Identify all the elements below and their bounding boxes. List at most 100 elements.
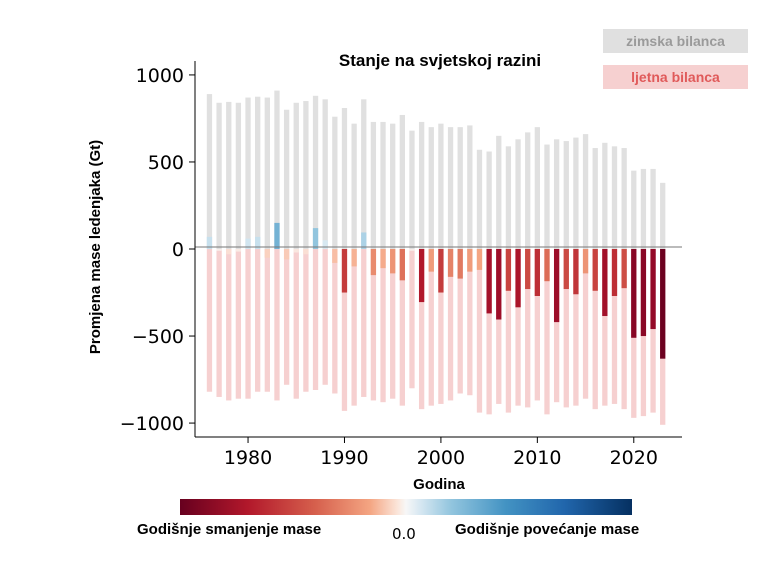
annual-bar-2000 xyxy=(438,249,444,293)
annual-bar-2019 xyxy=(621,249,627,289)
colorbar-center-label: 0.0 xyxy=(392,525,416,543)
summer-bar-1980 xyxy=(245,249,251,399)
summer-bar-2006 xyxy=(496,249,502,404)
summer-bar-1984 xyxy=(283,249,290,385)
summer-bar-2015 xyxy=(582,249,589,399)
y-ticks: 1000 500 0 −500 −1000 xyxy=(120,65,195,435)
winter-bar-1983 xyxy=(274,90,280,249)
annual-bar-1980 xyxy=(245,238,251,249)
winter-balance-bars xyxy=(206,90,666,250)
y-tick-label: −1000 xyxy=(120,413,184,435)
x-tick-label: 1990 xyxy=(320,447,368,469)
winter-bar-1993 xyxy=(370,121,377,249)
annual-bar-1981 xyxy=(255,236,261,249)
winter-bar-1982 xyxy=(264,97,270,249)
colorbar-left-label: Godišnje smanjenje mase xyxy=(137,521,322,538)
summer-bar-1991 xyxy=(351,249,357,406)
annual-bar-2017 xyxy=(602,249,608,317)
winter-bar-2012 xyxy=(553,139,560,249)
winter-bar-2019 xyxy=(621,148,627,249)
summer-bar-1992 xyxy=(361,249,367,397)
annual-bar-2018 xyxy=(611,249,618,296)
annual-bar-1979 xyxy=(235,249,242,252)
summer-bar-2017 xyxy=(602,249,608,406)
winter-bar-2000 xyxy=(438,123,444,249)
winter-bar-1992 xyxy=(361,99,367,249)
summer-bar-2016 xyxy=(592,249,598,410)
winter-bar-2010 xyxy=(534,127,540,249)
x-tick-label: 2000 xyxy=(417,447,465,469)
winter-bar-2017 xyxy=(602,142,608,249)
summer-bar-2002 xyxy=(457,249,463,394)
summer-bar-1998 xyxy=(418,249,425,410)
winter-bar-1987 xyxy=(312,95,319,249)
annual-bar-1978 xyxy=(226,249,232,255)
annual-bar-1986 xyxy=(303,249,309,255)
summer-bar-1987 xyxy=(312,249,319,390)
winter-bar-1979 xyxy=(235,102,242,249)
summer-bar-2013 xyxy=(563,249,569,408)
annual-bar-2003 xyxy=(467,249,473,272)
annual-bar-2012 xyxy=(553,249,560,323)
annual-bar-1993 xyxy=(370,249,377,276)
winter-bar-2004 xyxy=(476,149,483,249)
colorbar xyxy=(180,499,632,515)
annual-bar-2020 xyxy=(631,249,637,338)
winter-bar-1980 xyxy=(245,97,251,249)
annual-bar-2001 xyxy=(447,249,454,277)
annual-bar-1982 xyxy=(264,249,270,258)
x-axis-label: Godina xyxy=(413,476,465,493)
summer-bar-2004 xyxy=(476,249,483,413)
winter-bar-2016 xyxy=(592,148,598,249)
winter-bar-2011 xyxy=(544,144,550,249)
winter-bar-2020 xyxy=(631,170,637,249)
x-tick-label: 2020 xyxy=(610,447,658,469)
annual-bar-1990 xyxy=(341,249,348,293)
annual-bar-2005 xyxy=(486,249,492,314)
annual-bar-1976 xyxy=(206,236,213,249)
legend-summer-balance: ljetna bilanca xyxy=(603,65,748,89)
winter-bar-1994 xyxy=(380,121,386,249)
summer-bar-2010 xyxy=(534,249,540,401)
winter-bar-1991 xyxy=(351,123,357,249)
summer-bar-1976 xyxy=(206,249,213,392)
annual-bar-1999 xyxy=(428,249,434,272)
annual-bar-1985 xyxy=(293,249,299,253)
annual-bar-2023 xyxy=(660,249,666,359)
chart-title: Stanje na svjetskoj razini xyxy=(339,51,541,70)
winter-bar-1995 xyxy=(390,123,396,249)
summer-bar-2011 xyxy=(544,249,550,415)
winter-bar-1981 xyxy=(255,96,261,249)
annual-balance-bars xyxy=(206,222,666,359)
y-tick-label: −500 xyxy=(132,326,184,348)
y-tick-label: 0 xyxy=(172,239,184,261)
annual-bar-2007 xyxy=(505,249,512,291)
annual-bar-2021 xyxy=(640,249,647,337)
winter-bar-1976 xyxy=(206,94,213,249)
summer-bar-1983 xyxy=(274,249,280,401)
summer-bar-1999 xyxy=(428,249,434,406)
y-axis-label: Promjena mase ledenjaka (Gt) xyxy=(87,140,104,354)
summer-bar-2005 xyxy=(486,249,492,415)
summer-bar-2000 xyxy=(438,249,444,404)
winter-bar-2007 xyxy=(505,146,512,249)
winter-bar-1977 xyxy=(216,102,222,249)
summer-bar-1985 xyxy=(293,249,299,399)
winter-bar-2005 xyxy=(486,151,492,249)
annual-bar-2022 xyxy=(650,249,656,330)
winter-bar-2015 xyxy=(582,134,589,249)
winter-bar-2013 xyxy=(563,141,569,249)
summer-bar-2008 xyxy=(515,249,521,406)
annual-bar-1997 xyxy=(409,249,415,251)
winter-bar-1978 xyxy=(226,101,232,249)
x-tick-label: 2010 xyxy=(513,447,561,469)
annual-bar-2004 xyxy=(476,249,483,270)
annual-bar-2008 xyxy=(515,249,521,308)
y-tick-label: 500 xyxy=(148,152,184,174)
annual-bar-1983 xyxy=(274,222,280,249)
summer-bar-2022 xyxy=(650,249,656,413)
summer-bar-1988 xyxy=(322,249,328,385)
winter-bar-1998 xyxy=(418,121,425,249)
legend-winter-balance: zimska bilanca xyxy=(603,29,748,53)
